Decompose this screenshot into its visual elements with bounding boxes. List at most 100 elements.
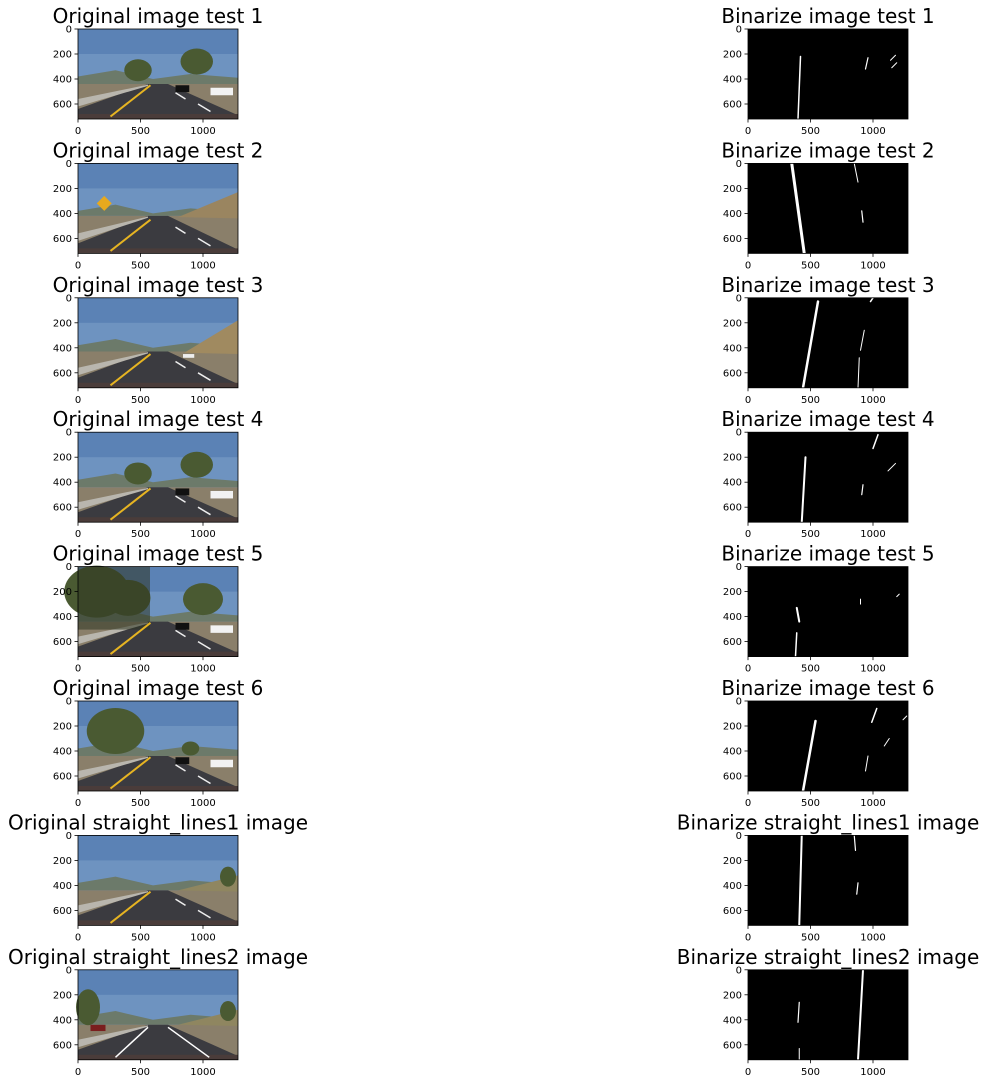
x-tick-label: 0: [75, 395, 81, 406]
car-hood: [78, 114, 238, 119]
x-tick-label: 1000: [190, 529, 215, 540]
y-tick-label: 200: [723, 184, 742, 195]
x-tick-label: 1000: [860, 1067, 885, 1078]
x-tick-label: 1000: [190, 1067, 215, 1078]
binary-lane-pixels: [790, 161, 806, 255]
red-car: [90, 1024, 106, 1032]
sky-upper: [78, 835, 238, 861]
dashed-lane-line: [175, 764, 186, 772]
binary-lane-pixels: [798, 834, 803, 927]
binary-lane-pixels: [887, 462, 896, 472]
x-tick-label: 1000: [190, 664, 215, 675]
y-tick-label: 600: [723, 772, 742, 783]
y-tick-label: 600: [53, 503, 72, 514]
y-tick-label: 600: [723, 906, 742, 917]
y-tick-label: 600: [53, 234, 72, 245]
dashed-lane-line: [175, 629, 186, 638]
x-tick-label: 1000: [860, 798, 885, 809]
white-car: [210, 490, 233, 499]
sky-upper: [78, 432, 238, 458]
sky-upper: [78, 29, 238, 54]
subplot-title: Original image test 2: [53, 138, 264, 162]
black-car: [175, 85, 190, 93]
tree-icon: [180, 48, 213, 75]
y-tick-label: 200: [53, 453, 72, 464]
x-tick-label: 500: [131, 664, 150, 675]
tree-icon: [181, 741, 200, 756]
axes-frame: [77, 969, 239, 1061]
tree-icon: [180, 451, 213, 478]
binary-lane-pixels: [857, 357, 860, 389]
y-tick-label: 400: [723, 343, 742, 354]
yellow-lane-line: [109, 218, 152, 252]
y-tick-label: 600: [53, 772, 72, 783]
y-tick-label: 400: [723, 747, 742, 758]
x-tick-label: 0: [745, 664, 751, 675]
x-tick-label: 500: [801, 260, 820, 271]
y-tick-label: 600: [723, 503, 742, 514]
binary-lane-pixels: [794, 632, 798, 658]
tree-canopy: [78, 566, 150, 630]
binary-lane-pixels: [857, 968, 864, 1061]
car-hood: [78, 382, 238, 388]
y-tick-label: 200: [723, 318, 742, 329]
binary-lane-pixels: [797, 55, 802, 120]
binary-lane-pixels: [865, 755, 869, 772]
dashed-lane-line: [197, 506, 211, 516]
binary-lane-pixels: [869, 297, 874, 303]
y-tick-label: 200: [53, 990, 72, 1001]
binary-lane-pixels: [853, 162, 859, 183]
x-tick-label: 1000: [860, 529, 885, 540]
binary-background: [748, 432, 908, 523]
y-tick-label: 600: [723, 234, 742, 245]
distant-hills: [78, 473, 238, 488]
x-tick-label: 500: [801, 932, 820, 943]
left-barrier: [78, 1025, 148, 1048]
y-tick-label: 200: [723, 856, 742, 867]
subplot-title: Binarize image test 6: [721, 676, 934, 700]
x-tick-label: 500: [801, 395, 820, 406]
binary-lane-pixels: [801, 300, 820, 390]
y-tick-label: 0: [66, 831, 72, 842]
x-tick-label: 1000: [190, 798, 215, 809]
x-tick-label: 0: [745, 1067, 751, 1078]
y-tick-label: 600: [53, 368, 72, 379]
x-tick-label: 500: [801, 798, 820, 809]
y-tick-label: 200: [723, 587, 742, 598]
y-tick-label: 0: [736, 25, 742, 36]
binary-background: [748, 835, 908, 926]
x-tick-label: 500: [131, 260, 150, 271]
x-tick-label: 0: [75, 798, 81, 809]
x-tick-label: 500: [801, 1067, 820, 1078]
y-tick-label: 0: [66, 965, 72, 976]
y-tick-label: 0: [66, 293, 72, 304]
left-barrier: [78, 216, 148, 241]
car-hood: [78, 1054, 238, 1060]
tree-icon: [86, 708, 145, 754]
x-tick-label: 1000: [860, 126, 885, 137]
subplot-title: Original straight_lines1 image: [8, 810, 308, 834]
subplot-title: Original image test 3: [53, 273, 264, 297]
x-tick-label: 0: [745, 395, 751, 406]
axes-frame: [747, 835, 909, 926]
distant-hills: [78, 70, 238, 84]
y-tick-label: 200: [723, 722, 742, 733]
y-tick-label: 0: [736, 697, 742, 708]
binary-lane-pixels: [902, 715, 908, 721]
binary-background: [748, 969, 908, 1060]
binary-lane-pixels: [871, 707, 878, 723]
y-tick-label: 0: [736, 428, 742, 439]
x-tick-label: 500: [131, 1067, 150, 1078]
binary-lane-pixels: [861, 484, 864, 496]
x-tick-label: 1000: [860, 260, 885, 271]
dashed-lane-line: [197, 237, 211, 247]
y-tick-label: 400: [723, 75, 742, 86]
y-tick-label: 600: [723, 1040, 742, 1051]
binary-lane-pixels: [872, 433, 879, 450]
axes-frame: [77, 28, 239, 120]
